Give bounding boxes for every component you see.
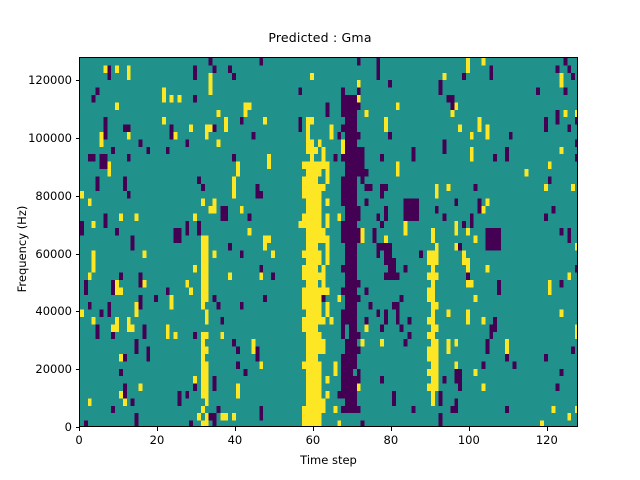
y-tick-mark [75,427,79,428]
x-tick-mark [234,427,236,431]
y-tick-label: 80000 [35,188,72,203]
y-tick-mark [75,137,79,139]
y-tick-label: 60000 [35,246,72,261]
y-tick-mark [75,80,79,82]
x-tick-label: 120 [535,433,558,447]
y-tick-mark [75,195,79,197]
y-tick-label: 20000 [35,362,72,377]
x-tick-mark [312,427,314,431]
x-tick-mark [79,427,80,431]
heatmap-plot-area [79,57,578,427]
y-axis-label: Frequency (Hz) [15,205,29,293]
x-tick-mark [546,427,548,431]
x-axis-label: Time step [300,453,357,467]
x-tick-label: 80 [383,433,399,447]
y-tick-label: 0 [64,420,72,434]
x-tick-label: 20 [149,433,165,447]
y-tick-mark [75,369,79,371]
y-tick-mark [75,253,79,255]
x-tick-label: 60 [305,433,321,447]
y-tick-label: 120000 [28,73,72,88]
y-tick-label: 100000 [28,130,72,145]
heatmap-canvas [80,58,577,426]
y-tick-mark [75,311,79,313]
x-tick-mark [468,427,470,431]
x-tick-label: 100 [457,433,480,447]
y-tick-label: 40000 [35,304,72,319]
x-tick-mark [156,427,158,431]
x-tick-mark [390,427,392,431]
x-tick-label: 40 [227,433,243,447]
page-title: Predicted : Gma [268,30,372,45]
x-tick-label: 0 [75,433,83,447]
